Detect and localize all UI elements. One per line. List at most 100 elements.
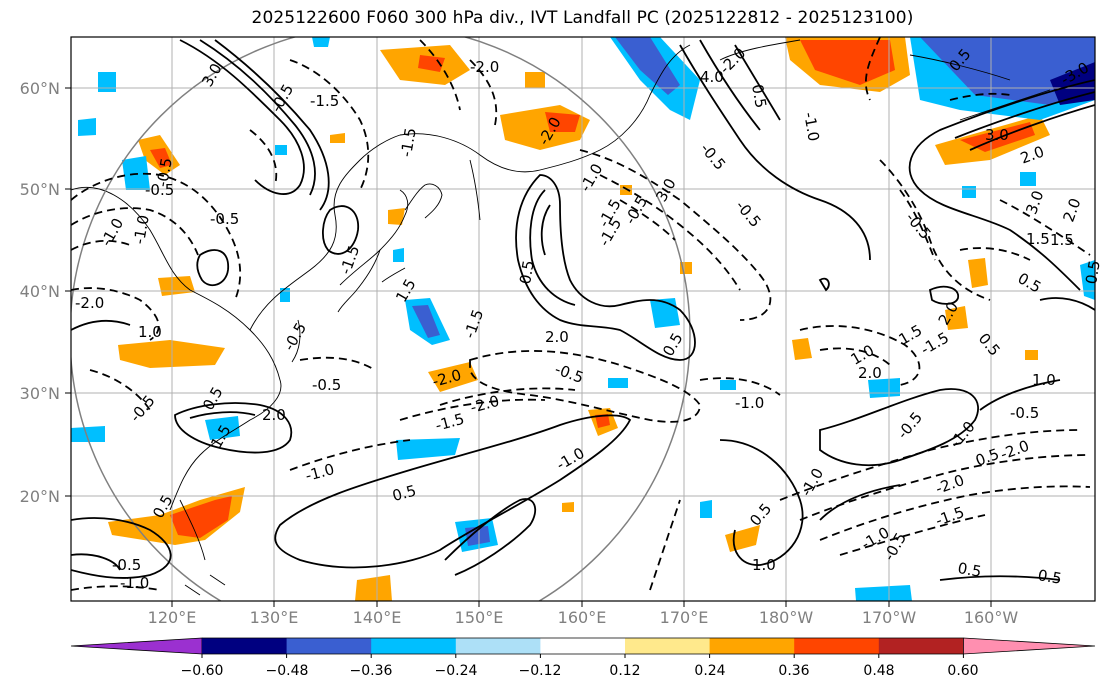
- lat-label: 60°N: [20, 79, 60, 98]
- colorbar-tick-label: 0.36: [778, 663, 809, 679]
- longitude-labels: 120°E 130°E 140°E 150°E 160°E 170°E 180°…: [148, 608, 1019, 627]
- contour-label: 1.0: [752, 556, 776, 574]
- contour-label: -1.5: [460, 307, 487, 341]
- contour-label: 0.5: [1082, 259, 1104, 286]
- colorbar-segment: [625, 638, 711, 654]
- lon-label: 160°W: [964, 608, 1019, 627]
- contour-label: 3.0: [1022, 188, 1047, 217]
- contour-label: -0.5: [112, 556, 141, 574]
- map-frame: [70, 36, 1096, 602]
- colorbar-segment: [371, 638, 457, 654]
- contour-label: -1.5: [433, 410, 466, 435]
- colorbar-tick-label: 0.48: [863, 663, 894, 679]
- contour-label: 0.5: [199, 384, 227, 414]
- colorbar-tick-label: 0.24: [694, 663, 725, 679]
- contour-label: 3.0: [652, 175, 680, 205]
- colorbar-segment: [455, 638, 541, 654]
- colorbar-segment: [878, 638, 964, 654]
- contour-label: -0.5: [894, 408, 927, 442]
- lat-label: 40°N: [20, 282, 60, 301]
- contour-label: 0.5: [956, 559, 983, 581]
- colorbar-outline: [202, 637, 964, 655]
- lon-label: 160°E: [558, 608, 607, 627]
- contour-label: 4.0: [700, 68, 724, 86]
- colorbar-extend-max: [963, 637, 1096, 655]
- contour-label: 2.0: [545, 328, 569, 346]
- contour-label: 0.5: [746, 500, 775, 530]
- contour-label: -1.0: [97, 215, 127, 249]
- contour-label: 0.5: [973, 445, 1002, 470]
- contour-label: 0.5: [975, 330, 1004, 360]
- colorbar-tick-label: 0.60: [947, 663, 978, 679]
- contour-label: -1.5: [336, 243, 363, 277]
- contour-label: 1.5: [1050, 231, 1074, 249]
- contour-label: -1.0: [120, 574, 149, 592]
- colorbar-segment: [709, 638, 795, 654]
- graticule: [71, 37, 1095, 601]
- contour-label: -0.5: [280, 320, 310, 354]
- coastlines: [71, 39, 1051, 596]
- colorbar: [70, 637, 1096, 658]
- contour-label: 0.5: [1015, 269, 1045, 297]
- contour-label: -1.0: [797, 465, 827, 499]
- lon-label: 140°E: [353, 608, 402, 627]
- contour-label: 2.0: [262, 406, 286, 424]
- contour-label: -1.5: [933, 503, 967, 530]
- colorbar-tick-label: −0.24: [435, 663, 478, 679]
- contour-label: 0.5: [1036, 566, 1063, 588]
- contour-label: -1.0: [735, 394, 764, 412]
- contour-label: -0.5: [552, 360, 586, 387]
- contour-label: -2.0: [75, 294, 104, 312]
- contour-label: -1.5: [397, 126, 420, 158]
- contour-label: 0.5: [390, 481, 418, 505]
- contour-label: -0.5: [732, 197, 765, 231]
- axis-ticks: [65, 87, 992, 607]
- colorbar-segment: [540, 638, 626, 654]
- contour-label: -0.5: [210, 210, 239, 228]
- divergence-contours: [71, 39, 1095, 581]
- lat-label: 50°N: [20, 180, 60, 199]
- contour-label: 0.5: [516, 259, 538, 286]
- contour-label: 3.0: [985, 126, 1009, 144]
- colorbar-segment: [202, 638, 288, 654]
- contour-label: -1.0: [576, 161, 606, 195]
- lon-label: 170°E: [660, 608, 709, 627]
- contour-label: -1.5: [310, 92, 339, 110]
- lon-label: 170°W: [862, 608, 917, 627]
- contour-label: -0.5: [621, 193, 651, 227]
- colorbar-tick-label: −0.60: [181, 663, 224, 679]
- lat-label: 30°N: [20, 384, 60, 403]
- contour-label: 1.5: [1026, 230, 1050, 248]
- contour-label: 2.0: [858, 364, 882, 382]
- contour-label: -0.5: [153, 156, 176, 188]
- contour-label: -2.0: [468, 392, 501, 417]
- contour-label: 2.0: [1059, 196, 1084, 225]
- colorbar-tick-label: −0.36: [350, 663, 393, 679]
- lon-label: 130°E: [250, 608, 299, 627]
- map-title: 2025122600 F060 300 hPa div., IVT Landfa…: [251, 8, 914, 28]
- colorbar-tick-label: −0.12: [519, 663, 562, 679]
- lon-label: 150°E: [455, 608, 504, 627]
- lon-label: 180°W: [759, 608, 814, 627]
- lon-label: 120°E: [148, 608, 197, 627]
- colorbar-segment: [794, 638, 880, 654]
- contour-label: 1.0: [1032, 371, 1056, 389]
- contour-label: 3.0: [198, 60, 226, 90]
- colorbar-tick-label: −0.48: [266, 663, 309, 679]
- contour-label: -2.0: [470, 58, 499, 76]
- region-circle: [71, 37, 691, 601]
- divergence-contours-negative: [71, 37, 1091, 591]
- contour-label: -0.5: [1010, 404, 1039, 422]
- contour-label: -1.0: [800, 111, 823, 143]
- colorbar-extend-min: [70, 637, 203, 655]
- contour-label: 1.0: [138, 323, 162, 341]
- latitude-labels: 60°N 50°N 40°N 30°N 20°N: [20, 79, 60, 506]
- contour-label: 0.5: [748, 83, 770, 110]
- contour-label: -1.0: [130, 214, 153, 246]
- colorbar-tick-label: 0.12: [609, 663, 640, 679]
- colorbar-labels: −0.60 −0.48 −0.36 −0.24 −0.12 0.12 0.24 …: [181, 663, 979, 679]
- contour-label: 0.5: [659, 330, 687, 360]
- contour-label: -2.0: [430, 366, 463, 391]
- contour-label: -0.5: [145, 181, 174, 199]
